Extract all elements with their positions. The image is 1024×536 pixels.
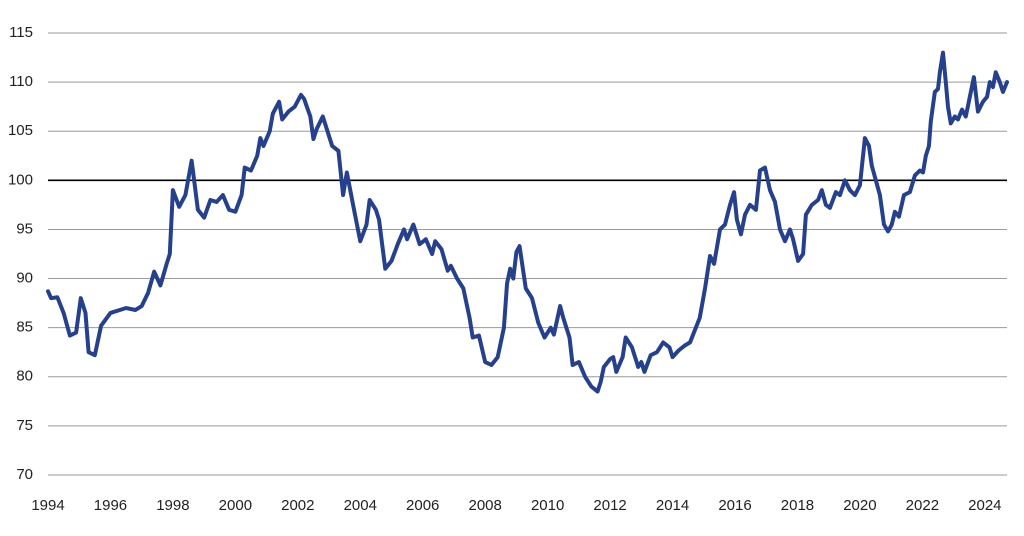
y-tick-label: 100 [8, 171, 33, 188]
y-tick-label: 80 [16, 368, 33, 385]
x-tick-label: 1994 [31, 497, 64, 514]
x-tick-label: 2020 [843, 497, 876, 514]
x-tick-label: 2006 [406, 497, 439, 514]
y-tick-label: 110 [9, 73, 33, 90]
y-tick-label: 90 [16, 270, 33, 287]
x-tick-label: 2008 [468, 497, 501, 514]
x-tick-label: 2018 [781, 497, 814, 514]
y-tick-label: 95 [16, 220, 33, 237]
x-tick-label: 2004 [344, 497, 377, 514]
x-tick-label: 2024 [968, 497, 1001, 514]
x-tick-label: 2010 [531, 497, 564, 514]
x-tick-label: 2016 [718, 497, 751, 514]
x-tick-label: 1998 [156, 497, 189, 514]
line-series [46, 50, 1009, 394]
x-tick-label: 2022 [906, 497, 939, 514]
x-tick-label: 2000 [219, 497, 252, 514]
y-tick-label: 105 [8, 122, 33, 139]
y-tick-label: 85 [16, 319, 33, 336]
x-tick-label: 2012 [593, 497, 626, 514]
x-tick-label: 2002 [281, 497, 314, 514]
y-tick-label: 115 [9, 24, 33, 41]
y-tick-label: 75 [16, 417, 33, 434]
x-tick-label: 1996 [94, 497, 127, 514]
x-tick-label: 2014 [656, 497, 689, 514]
y-tick-label: 70 [16, 466, 33, 483]
